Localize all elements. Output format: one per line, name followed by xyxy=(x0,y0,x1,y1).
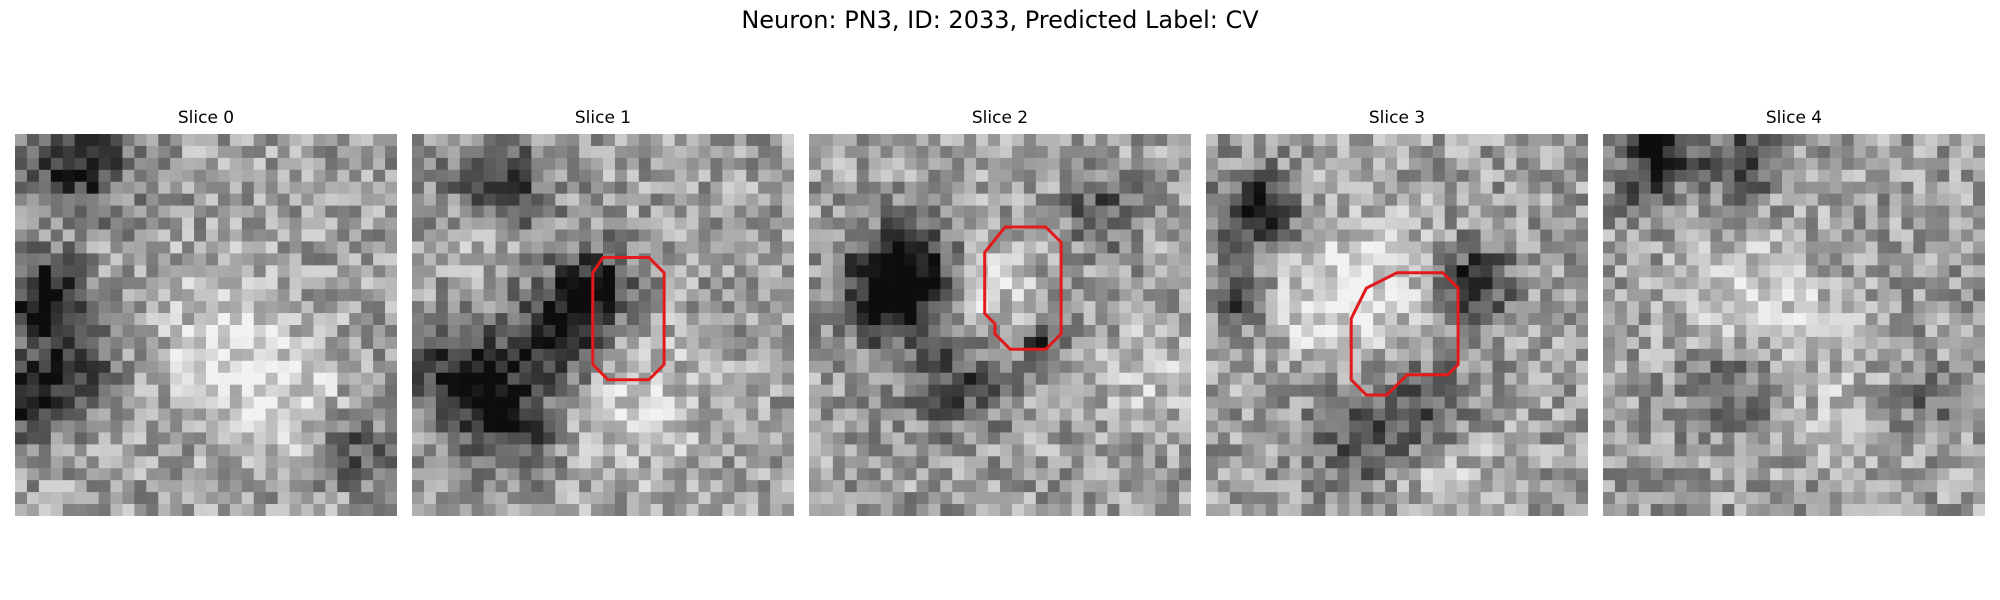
slice-image-3 xyxy=(1206,134,1588,516)
segmentation-outline-1 xyxy=(591,256,666,382)
slice-title-2: Slice 2 xyxy=(971,108,1029,128)
slice-image-1 xyxy=(412,134,794,516)
slice-image-2 xyxy=(809,134,1191,516)
slice-panel-4: Slice 4 xyxy=(1603,108,1985,518)
slice-title-1: Slice 1 xyxy=(574,108,632,128)
slice-panel-2: Slice 2 xyxy=(809,108,1191,518)
slice-image-4 xyxy=(1603,134,1985,516)
slice-panel-3: Slice 3 xyxy=(1206,108,1588,518)
slice-panel-0: Slice 0 xyxy=(15,108,397,518)
segmentation-outline-3 xyxy=(1349,271,1460,397)
slice-image-0 xyxy=(15,134,397,516)
slice-title-0: Slice 0 xyxy=(177,108,235,128)
slice-panel-1: Slice 1 xyxy=(412,108,794,518)
slice-title-3: Slice 3 xyxy=(1368,108,1426,128)
figure-title: Neuron: PN3, ID: 2033, Predicted Label: … xyxy=(741,6,1259,34)
slice-title-4: Slice 4 xyxy=(1765,108,1823,128)
segmentation-outline-2 xyxy=(983,225,1063,351)
